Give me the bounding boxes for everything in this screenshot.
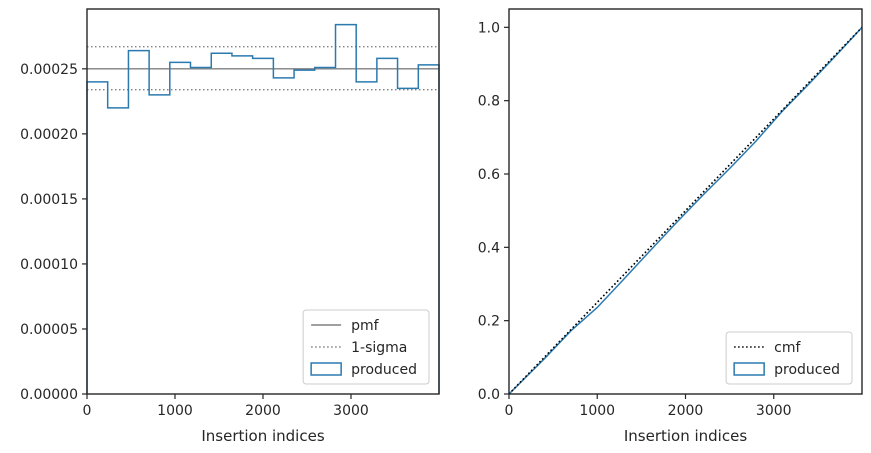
cumulative-panel: 0 1000 2000 3000 0.0 0.2 0.4 0.6 0.8 1.0 Insertion… [478, 8, 863, 445]
legend-box [302, 309, 430, 385]
produced-line [508, 26, 863, 395]
y-tick-label: 0.00020 [20, 127, 78, 143]
y-tick-label: 0.4 [478, 240, 500, 256]
legend-label: produced [351, 362, 417, 378]
y-tick-label: 0.00010 [20, 257, 78, 273]
cmf-line-overlay [508, 26, 863, 395]
legend-label: produced [774, 362, 840, 378]
x-axis-label: Insertion indices [624, 427, 747, 445]
x-tick-label: 0 [505, 403, 514, 419]
legend-label: cmf [774, 340, 801, 356]
produced-histogram [86, 23, 440, 394]
y-tick-label: 0.00015 [20, 192, 78, 208]
x-tick-label: 0 [83, 403, 92, 419]
y-tick-label: 0.00000 [20, 387, 78, 403]
y-tick-label: 0.6 [478, 167, 500, 183]
x-tick-label: 3000 [333, 403, 369, 419]
legend-swatch [733, 362, 765, 376]
y-tick-label: 0.0 [478, 387, 500, 403]
x-tick-label: 1000 [579, 403, 615, 419]
y-tick-label: 0.8 [478, 94, 500, 110]
legend-label: pmf [351, 318, 380, 334]
y-tick-label: 0.00025 [20, 62, 78, 78]
y-tick-label: 0.2 [478, 314, 500, 330]
x-tick-label: 3000 [756, 403, 792, 419]
legend: cmf produced [725, 331, 853, 385]
histogram-panel: 0 1000 2000 3000 0.00000 0.00005 0.00010 0.0001… [20, 8, 440, 445]
y-tick-label: 1.0 [478, 20, 500, 36]
x-tick-label: 2000 [245, 403, 281, 419]
y-tick-label: 0.00005 [20, 322, 78, 338]
legend-label: 1-sigma [351, 340, 407, 356]
legend-swatch [310, 362, 342, 376]
legend-box [725, 331, 853, 385]
x-axis-label: Insertion indices [201, 427, 324, 445]
legend: pmf 1-sigma produced [302, 309, 430, 385]
x-tick-label: 2000 [668, 403, 704, 419]
x-tick-label: 1000 [157, 403, 193, 419]
